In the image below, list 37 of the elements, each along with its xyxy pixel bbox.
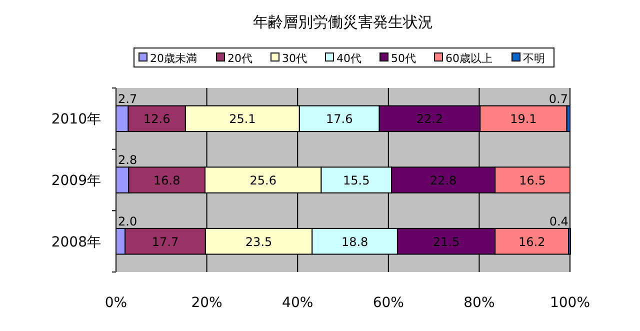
- legend-label: 30代: [282, 52, 307, 65]
- legend-label: 20歳未満: [150, 52, 197, 65]
- legend-label: 60歳以上: [446, 52, 492, 65]
- x-tick-label: 0%: [104, 295, 128, 311]
- y-tick-label: 2008年: [51, 234, 101, 250]
- data-label: 21.5: [432, 234, 460, 249]
- data-label: 12.6: [144, 112, 170, 126]
- data-label: 22.8: [430, 174, 457, 188]
- data-label: 16.2: [518, 234, 546, 249]
- legend-label: 40代: [336, 52, 362, 65]
- data-label: 16.5: [519, 174, 546, 188]
- y-tick-label: 2009年: [51, 173, 101, 189]
- data-label: 17.7: [152, 234, 179, 249]
- x-tick-label: 40%: [282, 295, 314, 311]
- data-label: 22.2: [416, 112, 444, 126]
- y-tick-label: 2010年: [51, 112, 101, 128]
- data-label: 17.6: [326, 112, 353, 126]
- legend-label: 50代: [391, 52, 416, 65]
- x-tick-label: 20%: [191, 295, 222, 311]
- data-label: 25.1: [229, 112, 256, 126]
- data-label: 16.8: [153, 174, 180, 188]
- data-label: 25.6: [250, 174, 276, 188]
- data-label: 0.7: [548, 92, 568, 106]
- legend-label: 不明: [523, 52, 545, 65]
- legend-label: 20代: [228, 52, 252, 65]
- x-tick-label: 80%: [464, 295, 495, 311]
- data-label: 2.8: [118, 153, 138, 168]
- data-label: 0.4: [549, 214, 568, 228]
- data-label: 15.5: [343, 174, 370, 188]
- data-label: 2.0: [118, 214, 138, 228]
- data-label: 23.5: [245, 234, 272, 249]
- data-label: 19.1: [510, 112, 537, 126]
- chart-title: 年齢層別労働災害発生状況: [253, 13, 433, 31]
- data-label: 2.7: [118, 92, 138, 106]
- data-label: 18.8: [341, 234, 368, 249]
- x-tick-label: 60%: [372, 295, 404, 311]
- x-tick-label: 100%: [550, 295, 590, 311]
